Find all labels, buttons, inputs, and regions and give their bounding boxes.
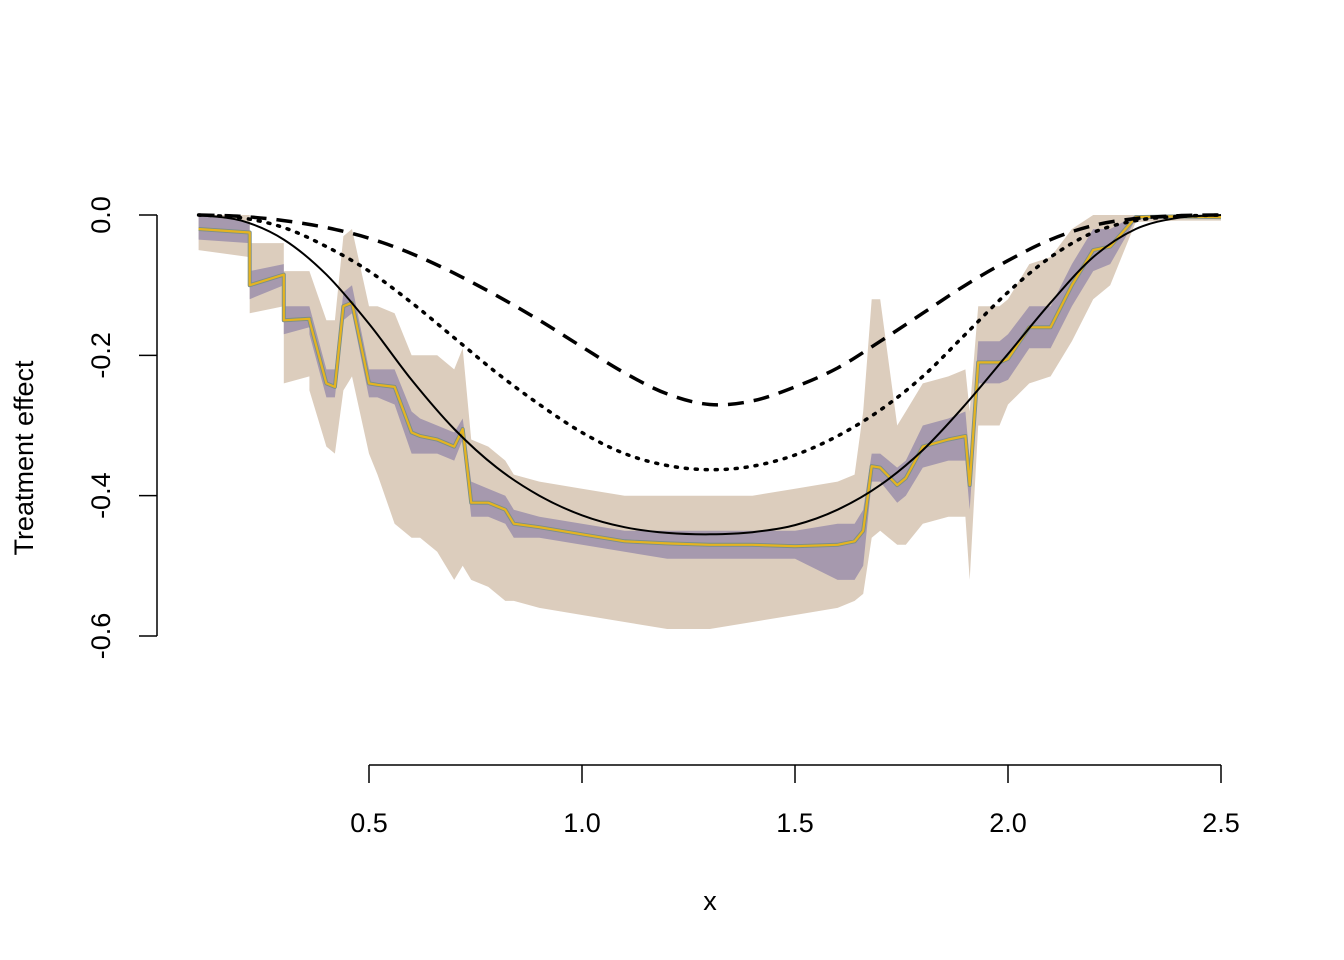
outer-confidence-band [198, 215, 1222, 629]
estimate-line [198, 215, 1222, 548]
x-axis-label: x [703, 886, 717, 916]
y-tick-label: -0.4 [86, 472, 116, 519]
x-axis: 0.5 1.0 1.5 2.0 2.5 [350, 764, 1240, 838]
x-tick-label: 1.5 [776, 808, 814, 838]
x-tick-label: 2.5 [1202, 808, 1240, 838]
true-effect-solid-line [198, 214, 1222, 536]
true-effect-dashed-line [198, 213, 1222, 407]
x-tick-label: 1.0 [563, 808, 601, 838]
y-axis: 0.0 -0.2 -0.4 -0.6 [86, 196, 158, 660]
series-lines [196, 213, 1223, 549]
x-tick-label: 2.0 [989, 808, 1027, 838]
y-axis-label: Treatment effect [9, 360, 39, 556]
y-tick-label: 0.0 [86, 196, 116, 234]
y-tick-label: -0.6 [86, 613, 116, 660]
confidence-bands [198, 215, 1222, 629]
x-tick-label: 0.5 [350, 808, 388, 838]
inner-confidence-band [198, 215, 1222, 580]
true-effect-dotted-line [196, 213, 1223, 472]
y-tick-label: -0.2 [86, 332, 116, 379]
